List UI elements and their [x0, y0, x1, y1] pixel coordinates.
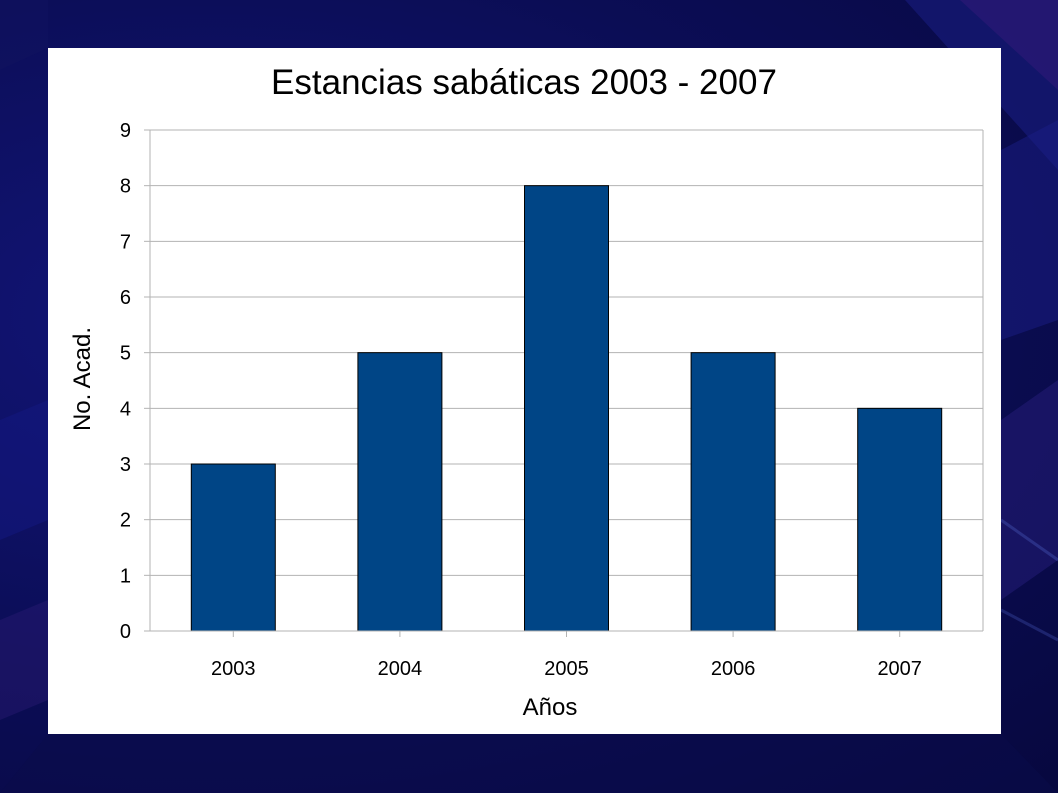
y-tick-label: 6 — [120, 287, 131, 309]
y-tick-label: 7 — [120, 231, 131, 253]
bar-2007 — [857, 407, 943, 632]
bar-2004 — [357, 352, 443, 632]
chart-title: Estancias sabáticas 2003 - 2007 — [271, 63, 777, 102]
x-tick-label: 2004 — [378, 658, 423, 680]
y-tick-label: 2 — [120, 510, 131, 532]
bars — [190, 185, 943, 632]
x-tick-label: 2006 — [711, 658, 756, 680]
x-tick-label: 2007 — [877, 658, 922, 680]
x-axis-title: Años — [523, 694, 578, 721]
x-tick-label: 2003 — [211, 658, 256, 680]
axes — [144, 129, 984, 637]
y-tick-label: 0 — [120, 621, 131, 643]
bar-2003 — [190, 463, 276, 632]
chart-panel: 0 1 2 3 4 5 6 7 8 9 2003 2004 2005 2006 2007 Estancias… — [48, 48, 1001, 734]
y-tick-label: 3 — [120, 454, 131, 476]
x-tick-label: 2005 — [544, 658, 589, 680]
y-axis-title: No. Acad. — [69, 327, 96, 431]
y-tick-label: 8 — [120, 176, 131, 198]
tick-labels: 0 1 2 3 4 5 6 7 8 9 2003 2004 2005 2006 2007 — [120, 120, 922, 680]
y-tick-label: 9 — [120, 120, 131, 142]
y-tick-label: 1 — [120, 565, 131, 587]
y-tick-label: 4 — [120, 398, 131, 420]
bar-2006 — [690, 352, 776, 632]
bar-2005 — [524, 185, 609, 632]
y-tick-label: 5 — [120, 343, 131, 365]
bar-chart: 0 1 2 3 4 5 6 7 8 9 2003 2004 2005 2006 2007 Estancias… — [69, 63, 984, 721]
